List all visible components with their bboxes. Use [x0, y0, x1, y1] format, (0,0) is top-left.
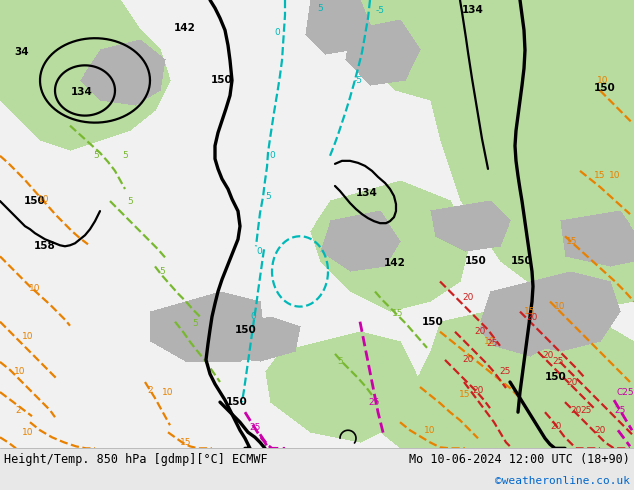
- Text: 0: 0: [250, 312, 256, 321]
- Text: 2: 2: [15, 406, 21, 415]
- Text: 0: 0: [269, 151, 275, 160]
- Text: -5: -5: [354, 76, 363, 85]
- Text: 10: 10: [14, 368, 26, 376]
- Text: 150: 150: [211, 75, 233, 85]
- Text: 150: 150: [422, 317, 444, 327]
- Text: 10: 10: [29, 284, 41, 293]
- Text: 20: 20: [474, 327, 486, 336]
- Text: 10: 10: [484, 337, 496, 346]
- Text: 15: 15: [594, 172, 605, 180]
- Text: 25: 25: [580, 406, 592, 415]
- Text: 158: 158: [34, 241, 56, 251]
- Text: 5: 5: [93, 151, 99, 160]
- Text: 20: 20: [542, 351, 553, 360]
- Text: 150: 150: [24, 196, 46, 206]
- Text: 5: 5: [159, 267, 165, 276]
- Text: 25: 25: [500, 368, 511, 376]
- Text: 25: 25: [486, 339, 498, 348]
- Text: 134: 134: [71, 88, 93, 98]
- Text: 5: 5: [337, 357, 343, 367]
- Text: 20: 20: [526, 313, 538, 322]
- Text: 25: 25: [614, 406, 626, 415]
- Text: 142: 142: [384, 258, 406, 269]
- Text: 5: 5: [265, 192, 271, 200]
- Text: 10: 10: [554, 302, 566, 311]
- Text: 150: 150: [235, 325, 257, 335]
- Text: 15: 15: [392, 309, 404, 318]
- Text: 20: 20: [571, 406, 581, 415]
- Text: 10: 10: [22, 428, 34, 437]
- Text: 15: 15: [459, 390, 471, 398]
- Text: 10: 10: [424, 426, 436, 435]
- Text: 10: 10: [22, 332, 34, 341]
- Text: 10: 10: [162, 388, 174, 396]
- Text: 150: 150: [465, 256, 487, 267]
- Text: 134: 134: [356, 188, 378, 198]
- Text: 0: 0: [274, 27, 280, 37]
- Text: Height/Temp. 850 hPa [gdmp][°C] ECMWF: Height/Temp. 850 hPa [gdmp][°C] ECMWF: [4, 453, 268, 466]
- Text: 10: 10: [597, 76, 609, 85]
- Text: C25: C25: [616, 388, 634, 396]
- Text: 15: 15: [524, 307, 536, 316]
- Text: 10: 10: [38, 195, 49, 203]
- Text: 5: 5: [317, 3, 323, 13]
- Text: -5: -5: [375, 5, 384, 15]
- Text: 15: 15: [180, 438, 191, 447]
- Text: 142: 142: [174, 23, 196, 33]
- Text: 5: 5: [192, 319, 198, 328]
- Text: 25: 25: [552, 357, 564, 367]
- Text: 150: 150: [545, 372, 567, 382]
- Text: 20: 20: [550, 422, 562, 431]
- Text: 150: 150: [511, 256, 533, 267]
- Text: 25: 25: [368, 397, 380, 407]
- Text: 20: 20: [462, 355, 474, 365]
- Text: 5: 5: [127, 196, 133, 205]
- Text: 10: 10: [609, 172, 621, 180]
- Text: 25: 25: [249, 423, 261, 432]
- Text: 20: 20: [472, 386, 484, 394]
- Text: ©weatheronline.co.uk: ©weatheronline.co.uk: [495, 475, 630, 486]
- Text: 150: 150: [594, 83, 616, 94]
- Text: 150: 150: [226, 397, 248, 407]
- Text: Mo 10-06-2024 12:00 UTC (18+90): Mo 10-06-2024 12:00 UTC (18+90): [409, 453, 630, 466]
- Text: 5: 5: [122, 151, 128, 160]
- Text: 20: 20: [566, 377, 578, 387]
- Text: 34: 34: [15, 47, 29, 57]
- Text: 20: 20: [594, 426, 605, 435]
- Text: 0: 0: [256, 247, 262, 256]
- Text: 134: 134: [462, 5, 484, 15]
- Text: 15: 15: [566, 237, 578, 246]
- Text: 2: 2: [147, 386, 153, 394]
- Text: 20: 20: [462, 293, 474, 302]
